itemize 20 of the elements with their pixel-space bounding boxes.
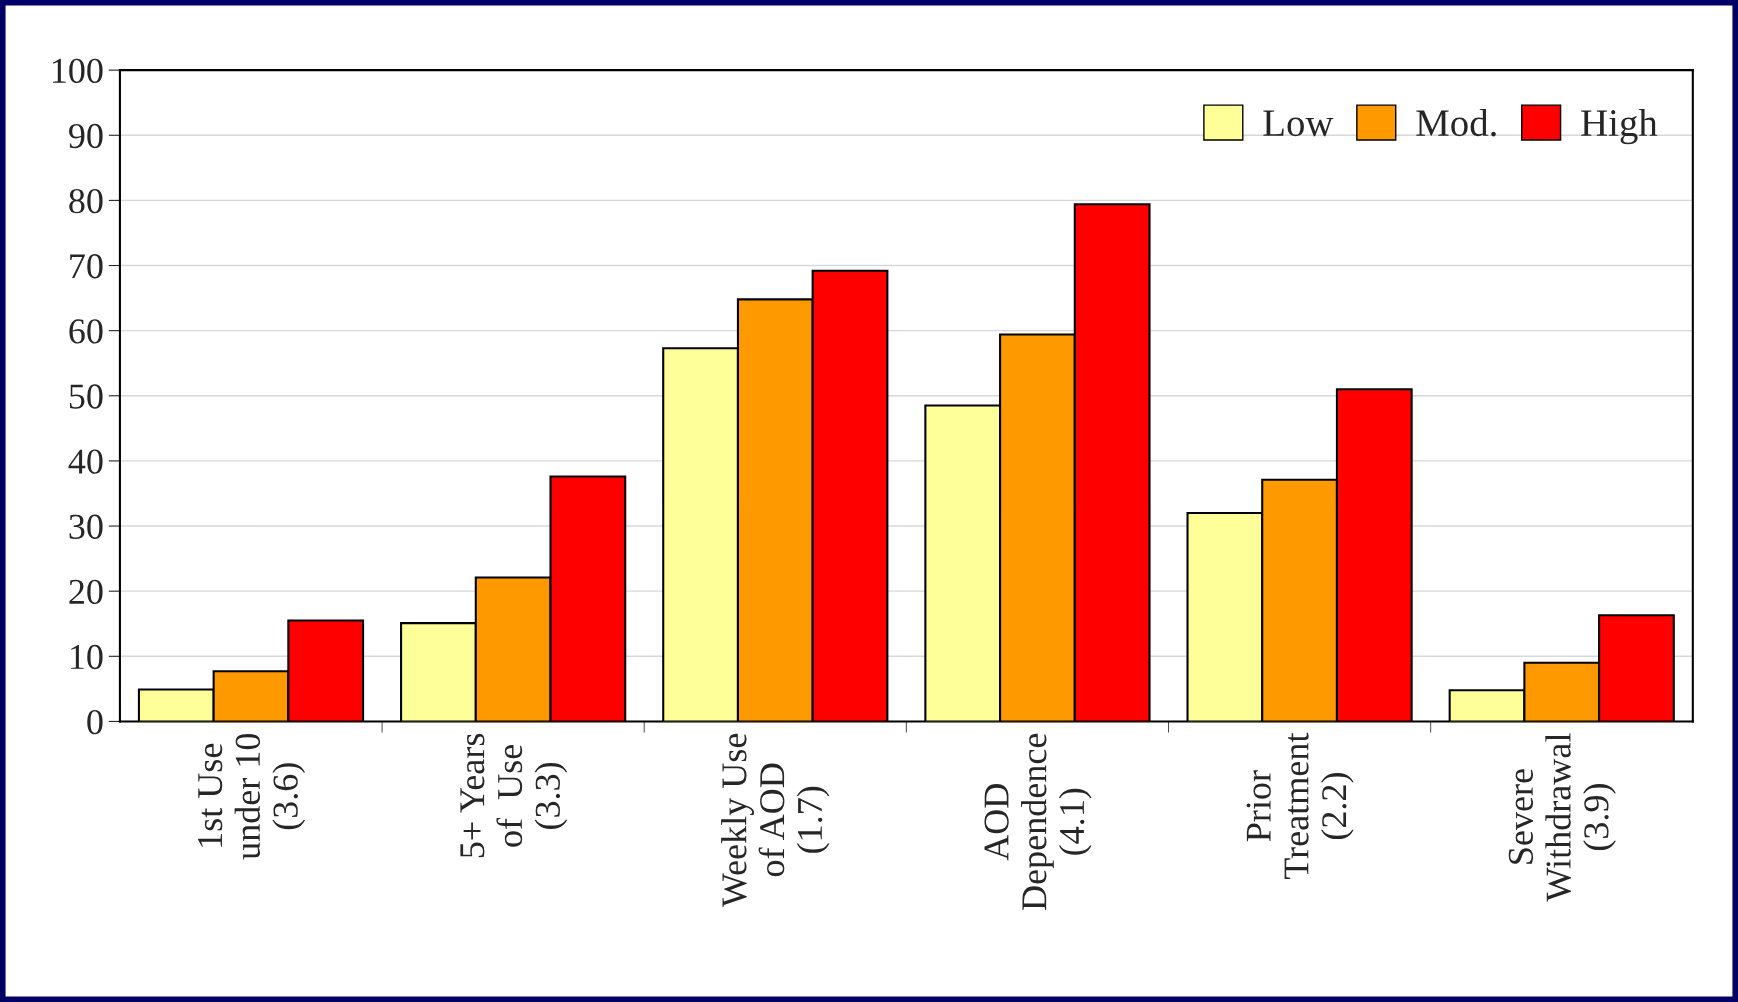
x-tick-label: Severe Withdrawal (3.9) (1508, 733, 1616, 902)
legend-label: Mod. (1416, 108, 1496, 137)
y-tick-label: 20 (69, 579, 103, 605)
legend-label: Low (1263, 110, 1334, 137)
y-tick-label: 30 (69, 514, 103, 539)
y-tick-label: 90 (69, 123, 103, 149)
x-tick-label: AOD Dependence (4.1) (984, 733, 1092, 910)
y-tick-label: 60 (69, 319, 103, 344)
legend-label: High (1581, 108, 1658, 145)
y-tick-label: 80 (69, 188, 103, 214)
y-tick-label: 70 (70, 254, 103, 279)
y-tick-label: 10 (71, 644, 103, 670)
y-tick-label: 0 (87, 709, 103, 735)
x-tick-label: 1st Use under 10 (3.6) (198, 733, 306, 860)
y-tick-label: 50 (69, 384, 103, 409)
y-tick-label: 100 (52, 58, 103, 84)
y-tick-label: 40 (68, 449, 103, 474)
x-tick-label: Prior Treatment (2.2) (1246, 732, 1354, 880)
x-tick-label: Weekly Use of AOD (1.7) (721, 733, 830, 908)
x-tick-label: 5+ Years of Use (3.3) (460, 733, 568, 858)
